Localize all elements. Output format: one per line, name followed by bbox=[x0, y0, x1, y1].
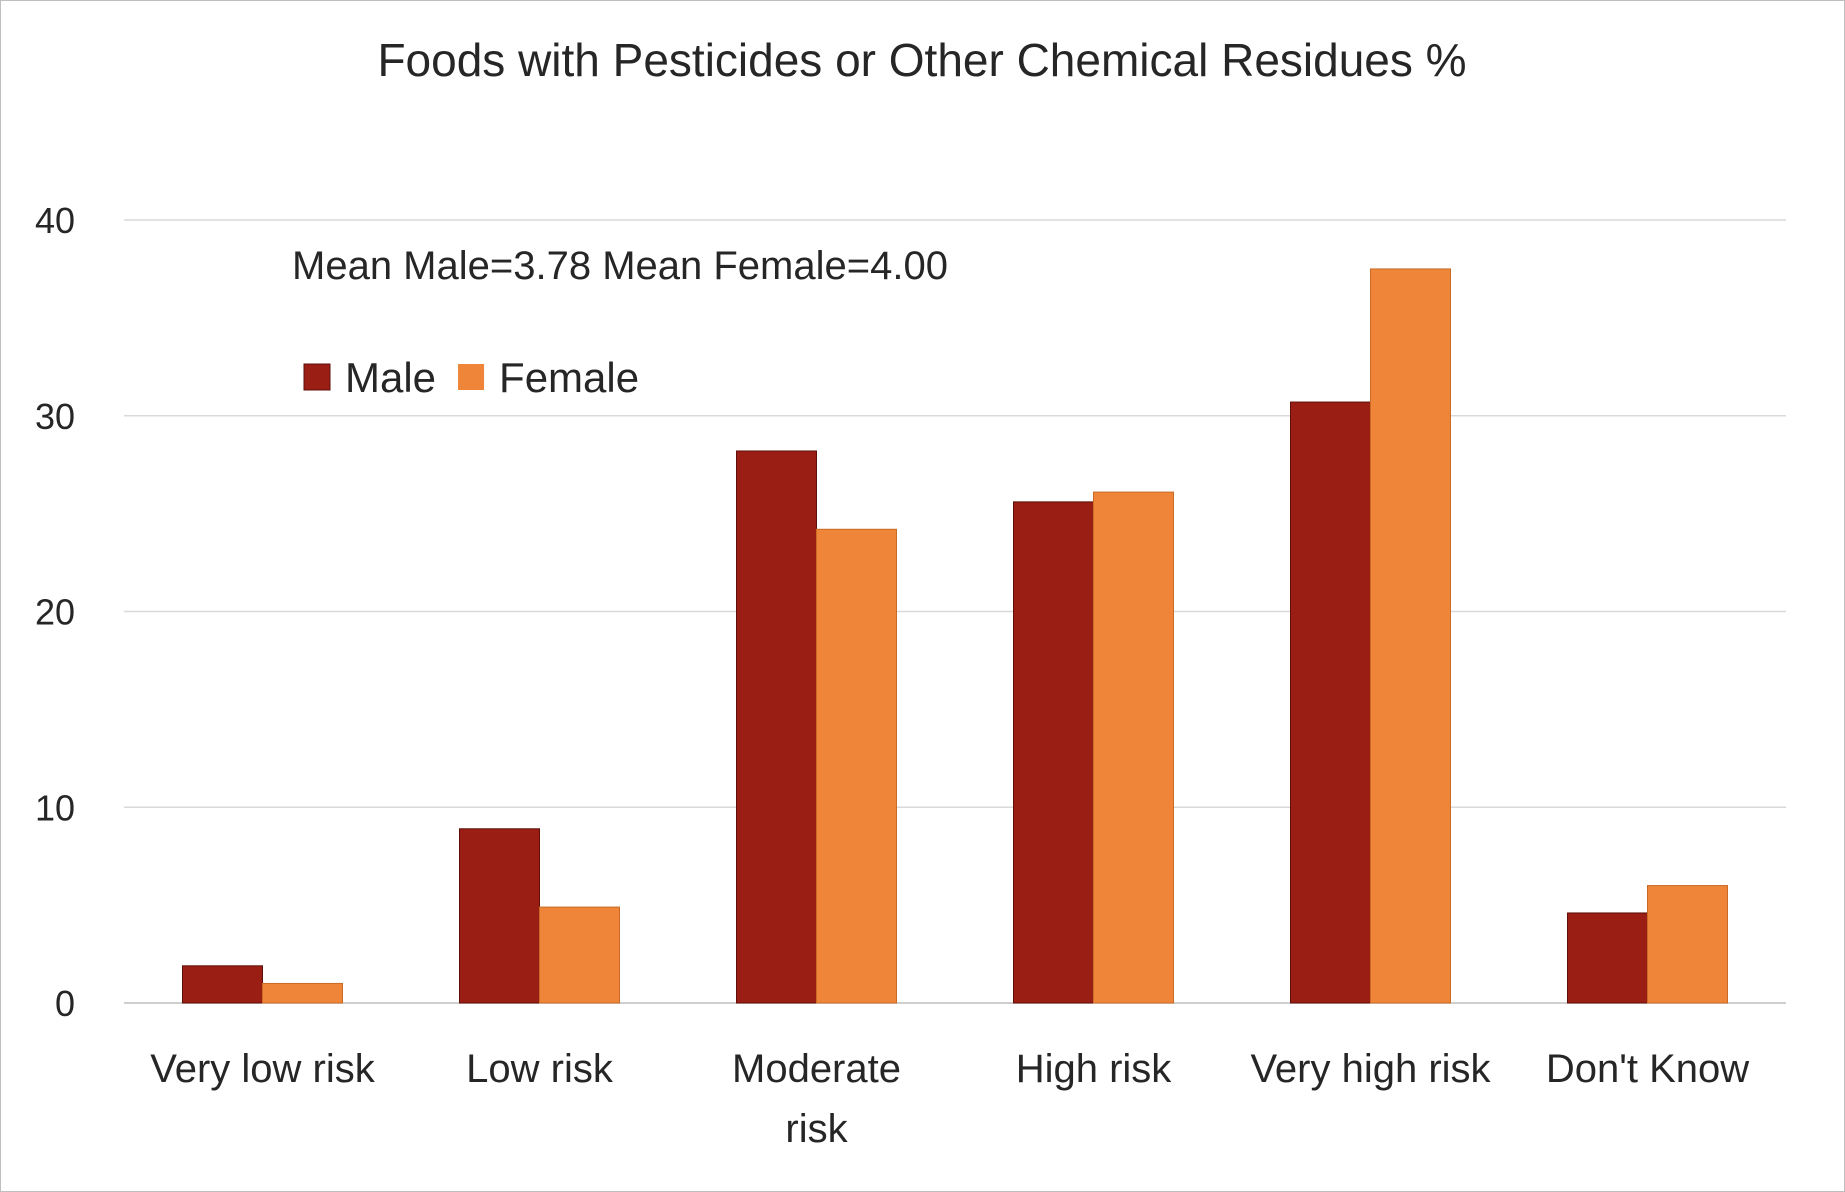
x-tick-label: Moderate risk bbox=[732, 1047, 901, 1151]
bar-female bbox=[1093, 491, 1174, 1004]
chart-title: Foods with Pesticides or Other Chemical … bbox=[377, 34, 1466, 86]
y-tick-label: 10 bbox=[35, 787, 75, 828]
bar-male bbox=[736, 450, 817, 1004]
legend-swatch-female bbox=[458, 364, 485, 390]
legend-label-male: Male bbox=[345, 354, 436, 401]
mean-annotation: Mean Male=3.78 Mean Female=4.00 bbox=[292, 244, 948, 288]
x-tick-label: Very high risk bbox=[1250, 1047, 1491, 1091]
x-tick-label: Don't Know bbox=[1546, 1047, 1749, 1091]
bar-male bbox=[1290, 401, 1371, 1004]
y-tick-label: 30 bbox=[35, 396, 75, 437]
bar-male bbox=[182, 965, 263, 1004]
bar-female bbox=[1370, 268, 1451, 1004]
bar-female bbox=[539, 906, 620, 1004]
legend: Male Female bbox=[303, 354, 639, 401]
bar-male bbox=[1567, 912, 1648, 1004]
x-tick-label: Very low risk bbox=[150, 1047, 375, 1091]
legend-swatch-male bbox=[303, 363, 331, 391]
legend-label-female: Female bbox=[499, 354, 639, 401]
bar-male bbox=[1013, 501, 1094, 1004]
bar-female bbox=[262, 982, 343, 1004]
x-tick-label: Low risk bbox=[466, 1047, 614, 1091]
y-tick-label: 0 bbox=[55, 983, 75, 1024]
bar-female bbox=[1647, 885, 1728, 1004]
bar-female bbox=[816, 528, 897, 1004]
y-tick-label: 40 bbox=[35, 200, 75, 241]
bar-male bbox=[459, 828, 540, 1004]
y-tick-label: 20 bbox=[35, 592, 75, 633]
x-tick-label: High risk bbox=[1016, 1047, 1173, 1091]
